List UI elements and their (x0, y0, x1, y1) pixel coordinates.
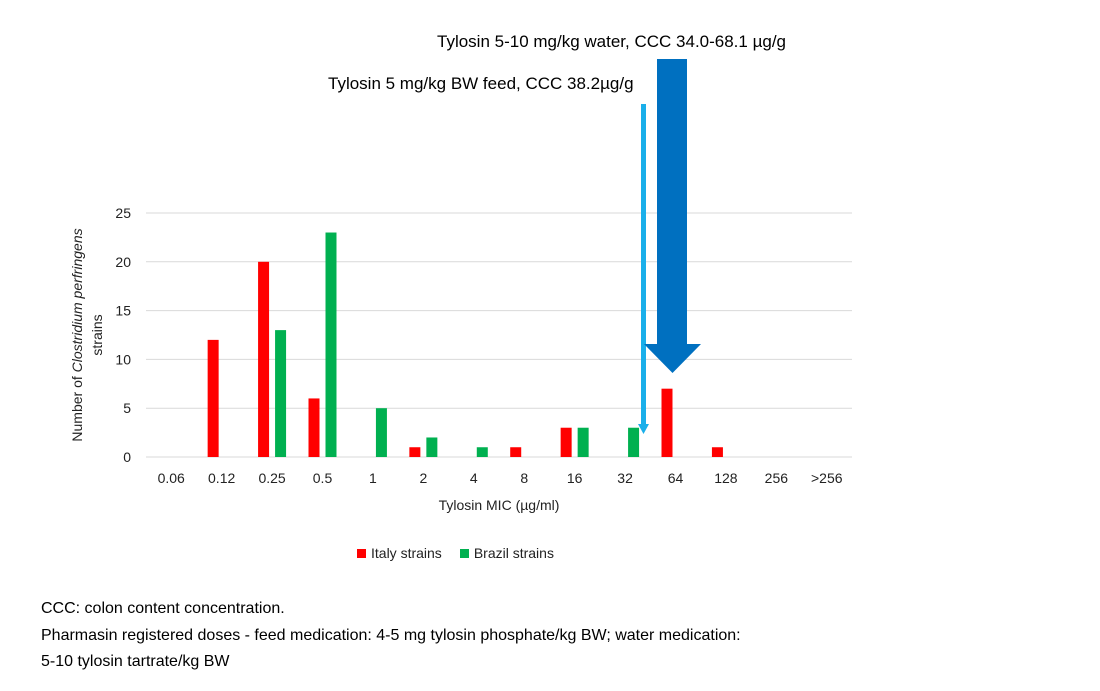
y-axis-title: Number of Clostridium perfringens strain… (69, 228, 105, 441)
bar-italy-16 (560, 427, 572, 457)
x-tick-label: 2 (419, 470, 427, 486)
water-annotation: Tylosin 5-10 mg/kg water, CCC 34.0-68.1 … (437, 32, 787, 51)
bar-italy-64 (661, 388, 673, 457)
y-axis-title-italic: Clostridium perfringens (69, 228, 85, 372)
footnote-ccc: CCC: colon content concentration. (41, 600, 285, 617)
bar-brazil-4 (476, 447, 488, 457)
bar-brazil-0.5 (325, 232, 337, 457)
x-tick-label: 0.25 (258, 470, 285, 486)
y-tick-label: 0 (123, 449, 131, 465)
bar-italy-2 (409, 447, 421, 457)
bar-brazil-1 (375, 408, 387, 457)
x-tick-label: >256 (811, 470, 843, 486)
x-tick-label: 32 (617, 470, 633, 486)
feed-arrow-head (638, 424, 649, 434)
water-arrow-shaft (657, 59, 687, 346)
footnote-doses: Pharmasin registered doses - feed medica… (41, 627, 741, 644)
gridlines (146, 212, 852, 458)
feed-arrow (638, 104, 649, 434)
x-tick-label: 8 (520, 470, 528, 486)
x-tick-label: 4 (470, 470, 478, 486)
x-tick-label: 0.06 (158, 470, 185, 486)
legend-swatch-italy (357, 548, 366, 558)
bar-brazil-2 (426, 437, 438, 457)
bar-italy-0.25 (258, 261, 270, 457)
legend-label-italy: Italy strains (371, 545, 442, 561)
x-tick-label: 0.5 (313, 470, 333, 486)
legend: Italy strains Brazil strains (357, 545, 554, 561)
svg-text:Number of Clostridium perfring: Number of Clostridium perfringens (69, 228, 85, 441)
bar-italy-0.12 (207, 339, 219, 457)
bar-italy-8 (510, 447, 522, 457)
bar-italy-128 (711, 447, 723, 457)
bar-brazil-16 (577, 427, 589, 457)
x-axis-title: Tylosin MIC (µg/ml) (439, 497, 560, 513)
legend-item-brazil: Brazil strains (459, 545, 554, 561)
water-arrow (644, 59, 701, 373)
footnote-doses-cont: 5-10 tylosin tartrate/kg BW (41, 653, 230, 670)
x-tick-label: 128 (714, 470, 738, 486)
feed-annotation: Tylosin 5 mg/kg BW feed, CCC 38.2µg/g (328, 74, 634, 93)
y-tick-label: 10 (115, 351, 131, 367)
y-axis-title-prefix: Number of (69, 372, 85, 441)
feed-arrow-shaft (641, 104, 646, 426)
x-tick-label: 0.12 (208, 470, 235, 486)
water-arrow-head (644, 344, 701, 373)
legend-item-italy: Italy strains (357, 545, 442, 561)
y-tick-label: 5 (123, 400, 131, 416)
bars (207, 232, 723, 457)
legend-label-brazil: Brazil strains (473, 545, 554, 561)
x-tick-label: 16 (567, 470, 583, 486)
y-tick-labels: 0 5 10 15 20 25 (115, 205, 131, 465)
x-tick-label: 1 (369, 470, 377, 486)
y-axis-title-line2: strains (89, 314, 105, 355)
legend-swatch-brazil (459, 548, 469, 558)
y-tick-label: 25 (115, 205, 131, 221)
y-tick-label: 20 (115, 254, 131, 270)
bar-brazil-0.25 (275, 330, 287, 457)
bar-brazil-32 (628, 427, 640, 457)
y-tick-label: 15 (115, 303, 131, 319)
bar-italy-0.5 (308, 398, 320, 457)
x-tick-label: 256 (765, 470, 789, 486)
x-tick-label: 64 (668, 470, 684, 486)
x-tick-labels: 0.06 0.12 0.25 0.5 1 2 4 8 16 32 64 128 256 >256 (158, 470, 843, 486)
